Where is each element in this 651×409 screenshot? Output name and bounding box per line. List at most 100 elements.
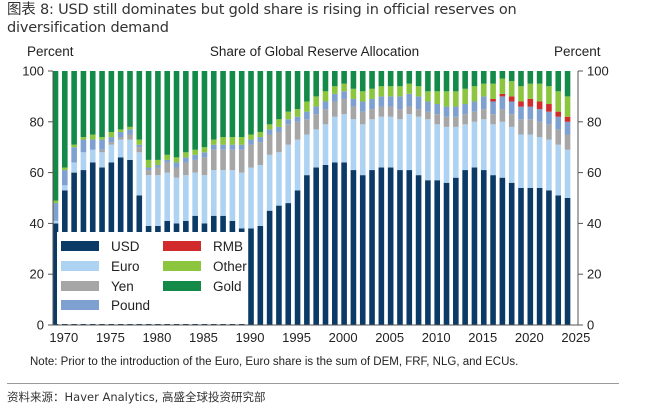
bar-yen-2007: [406, 106, 413, 115]
bar-usd-2018: [508, 182, 515, 325]
bar-yen-2010: [434, 114, 441, 125]
bar-pound-2014: [471, 101, 478, 112]
bar-usd-2003: [369, 170, 375, 325]
bar-euro-1989: [238, 172, 245, 229]
bar-other-2021: [536, 83, 543, 102]
bar-yen-2000: [341, 98, 347, 115]
bar-euro-2009: [425, 119, 431, 181]
bar-usd-2014: [471, 167, 478, 325]
bar-yen-2020: [527, 119, 534, 135]
bar-yen-1997: [313, 114, 319, 130]
bar-gold-1998: [322, 71, 329, 92]
bar-other-1970: [62, 167, 68, 171]
bar-pound-2024: [564, 121, 571, 135]
bar-pound-1995: [294, 116, 301, 122]
right-y-tick-label-20: 20: [587, 267, 601, 282]
bar-euro-2019: [518, 134, 524, 188]
bar-euro-2015: [480, 119, 487, 171]
legend-label-pound: Pound: [111, 297, 151, 313]
bar-pound-1978: [136, 144, 143, 148]
bar-other-1981: [164, 154, 171, 160]
bar-yen-2008: [415, 109, 422, 117]
legend-item-other: Other: [163, 258, 247, 274]
bar-rmb-2019: [518, 101, 524, 107]
bar-gold-2020: [527, 71, 534, 84]
bar-yen-2016: [490, 114, 496, 125]
bar-other-2011: [443, 91, 450, 107]
bar-pound-2010: [434, 104, 441, 115]
bar-rmb-2017: [499, 93, 506, 97]
bar-euro-1979: [145, 175, 152, 226]
bar-other-2010: [434, 91, 441, 105]
bar-gold-1980: [155, 71, 161, 160]
bar-yen-1987: [220, 149, 226, 171]
legend-label-gold: Gold: [213, 278, 242, 294]
bar-other-1972: [80, 137, 87, 140]
bar-pound-1993: [276, 126, 282, 132]
bar-usd-2020: [527, 187, 534, 325]
bar-euro-2004: [378, 116, 385, 168]
bar-usd-2005: [387, 167, 394, 325]
bar-other-1976: [117, 129, 124, 132]
bar-other-1990: [248, 134, 254, 140]
bar-gold-2005: [387, 71, 394, 87]
bar-other-1998: [322, 91, 329, 102]
bar-yen-1978: [136, 147, 143, 153]
bar-gold-2022: [546, 71, 552, 87]
left-y-tick-label-80: 80: [30, 114, 44, 129]
bar-euro-2005: [387, 116, 394, 168]
bar-usd-2007: [406, 170, 413, 325]
bar-pound-1994: [285, 119, 292, 125]
legend-swatch-rmb: [163, 241, 201, 251]
bar-euro-1980: [155, 175, 161, 226]
bar-pound-2005: [387, 96, 394, 107]
bar-euro-1997: [313, 129, 319, 168]
bar-euro-2024: [564, 149, 571, 198]
bar-usd-1991: [257, 225, 264, 325]
bar-other-2005: [387, 86, 394, 97]
bar-other-2003: [369, 88, 375, 99]
right-y-tick-label-60: 60: [587, 165, 601, 180]
bar-yen-1989: [238, 149, 245, 173]
bar-euro-2008: [415, 116, 422, 176]
bar-other-1982: [173, 157, 180, 163]
bar-yen-1984: [192, 159, 198, 173]
bar-euro-2003: [369, 119, 375, 171]
bar-other-1995: [294, 109, 301, 117]
bar-usd-2010: [434, 180, 441, 325]
bar-gold-2007: [406, 71, 413, 84]
bar-other-2024: [564, 96, 571, 117]
bar-usd-1997: [313, 167, 319, 325]
bar-euro-1973: [89, 149, 96, 163]
x-tick-label-1995: 1995: [282, 330, 311, 345]
bar-pound-2022: [546, 111, 552, 125]
bar-euro-1984: [192, 172, 198, 216]
right-y-tick-label-100: 100: [587, 64, 609, 79]
left-y-tick-label-40: 40: [30, 216, 44, 231]
bar-gold-2012: [453, 71, 459, 92]
bar-yen-2018: [508, 114, 515, 127]
bar-other-1991: [257, 131, 264, 138]
bar-yen-1996: [304, 119, 310, 135]
bar-gold-1971: [71, 71, 77, 145]
bar-rmb-2020: [527, 98, 534, 107]
bar-pound-1972: [80, 139, 87, 153]
bar-yen-2009: [425, 111, 431, 120]
bar-usd-2001: [350, 170, 357, 325]
bar-other-2022: [546, 86, 552, 105]
bar-usd-2000: [341, 162, 347, 325]
bar-yen-1992: [266, 134, 273, 155]
bar-pound-1997: [313, 106, 319, 115]
legend-swatch-pound: [61, 300, 99, 310]
bar-euro-1972: [80, 152, 87, 171]
bar-euro-1978: [136, 152, 143, 196]
figure-title: 图表 8: USD still dominates but gold share…: [7, 2, 517, 36]
x-tick-label-1990: 1990: [236, 330, 265, 345]
bar-other-1984: [192, 149, 198, 155]
bar-gold-2011: [443, 71, 450, 92]
bar-yen-1993: [276, 131, 282, 153]
bar-pound-1988: [229, 144, 236, 150]
x-tick-label-1980: 1980: [142, 330, 171, 345]
bar-other-1980: [155, 159, 161, 165]
bar-euro-1976: [117, 139, 124, 158]
